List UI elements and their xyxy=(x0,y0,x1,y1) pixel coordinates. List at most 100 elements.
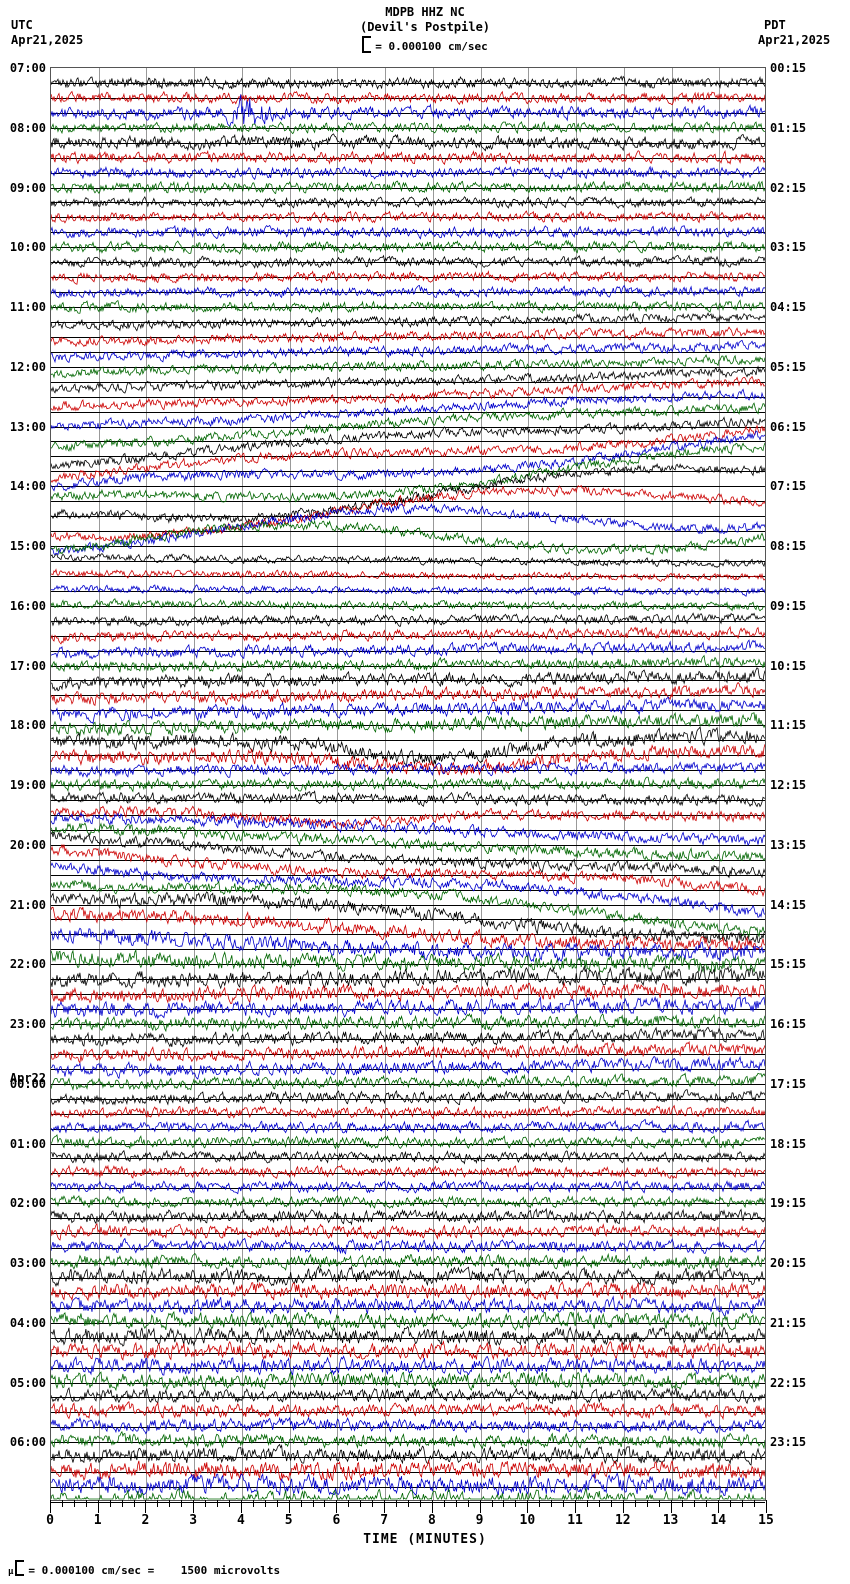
x-tick-minor xyxy=(706,1500,708,1507)
trace-baseline xyxy=(51,1009,765,1010)
trace-baseline xyxy=(51,636,765,637)
trace-baseline xyxy=(51,1114,765,1115)
x-tick-minor xyxy=(61,1500,63,1507)
gridline-minute-4 xyxy=(241,68,243,1500)
pdt-hour-label-1615: 16:15 xyxy=(770,1017,807,1031)
utc-hour-label-1700: 17:00 xyxy=(9,658,46,673)
seismogram-trace-row-67 xyxy=(51,1072,765,1091)
seismogram-trace-row-94 xyxy=(51,1472,765,1497)
seismogram-trace-row-17 xyxy=(51,326,765,348)
utc-hour-label-0600: 06:00 xyxy=(9,1435,46,1450)
x-tick-minor xyxy=(598,1500,600,1507)
x-tick-minor xyxy=(264,1500,266,1507)
seismogram-trace-row-31 xyxy=(51,519,765,556)
x-tick-minor xyxy=(85,1500,87,1507)
seismogram-trace-row-43 xyxy=(51,711,765,737)
x-axis-label-1: 1 xyxy=(93,1513,102,1528)
seismogram-trace-row-41 xyxy=(51,681,765,706)
trace-baseline xyxy=(51,755,765,756)
gridline-minute-13 xyxy=(671,68,673,1500)
utc-hour-label-0700: 07:00 xyxy=(9,61,46,75)
trace-baseline xyxy=(51,740,765,741)
trace-baseline xyxy=(51,964,765,965)
seismogram-trace-row-3 xyxy=(51,121,765,135)
trace-baseline xyxy=(51,143,765,144)
seismogram-trace-row-28 xyxy=(51,462,765,524)
utc-hour-label-0200: 02:00 xyxy=(9,1196,46,1211)
trace-baseline xyxy=(51,666,765,667)
x-axis-label-10: 10 xyxy=(519,1513,536,1528)
trace-baseline xyxy=(51,128,765,129)
x-tick-minor xyxy=(121,1500,123,1507)
x-axis-label-3: 3 xyxy=(189,1513,198,1528)
gridline-minute-11 xyxy=(576,68,578,1500)
x-tick-minor xyxy=(408,1500,409,1507)
seismogram-trace-row-20 xyxy=(51,365,765,394)
trace-baseline xyxy=(51,1338,765,1339)
x-tick-minor xyxy=(109,1500,111,1507)
x-tick-minor xyxy=(169,1500,171,1507)
x-tick-major-5 xyxy=(288,1500,290,1513)
seismogram-trace-row-5 xyxy=(51,149,765,166)
x-tick-minor xyxy=(360,1500,362,1507)
trace-baseline xyxy=(51,770,765,771)
x-tick-major-1 xyxy=(97,1500,99,1513)
gridline-minute-7 xyxy=(385,68,387,1500)
seismogram-trace-row-80 xyxy=(51,1265,765,1288)
seismogram-trace-row-59 xyxy=(51,948,765,974)
seismogram-trace-row-13 xyxy=(51,270,765,285)
x-tick-minor xyxy=(503,1500,505,1507)
seismogram-trace-row-87 xyxy=(51,1370,765,1392)
utc-hour-label-1800: 18:00 xyxy=(9,718,46,733)
x-tick-minor xyxy=(217,1500,219,1507)
seismogram-trace-row-30 xyxy=(51,503,765,556)
seismogram-traces xyxy=(51,75,765,1500)
gridline-minute-3 xyxy=(194,68,196,1500)
seismogram-trace-row-25 xyxy=(51,424,765,484)
x-tick-minor xyxy=(276,1500,278,1507)
pdt-hour-label-1915: 19:15 xyxy=(770,1196,807,1211)
utc-date-change-label: Apr22 xyxy=(9,1070,46,1085)
utc-hour-label-1600: 16:00 xyxy=(9,598,46,613)
seismogram-trace-row-15 xyxy=(51,299,765,314)
seismogram-trace-row-44 xyxy=(51,725,765,768)
trace-baseline xyxy=(51,382,765,383)
seismogram-trace-row-68 xyxy=(51,1089,765,1106)
helicorder-plot xyxy=(50,67,766,1503)
x-tick-major-6 xyxy=(336,1500,338,1513)
station-title: MDPB HHZ NC xyxy=(385,5,465,19)
utc-hour-label-1900: 19:00 xyxy=(9,778,46,792)
x-tick-minor xyxy=(754,1500,756,1507)
scale-reference: = 0.000100 cm/sec xyxy=(0,36,850,53)
pdt-hour-label-0615: 06:15 xyxy=(770,419,807,434)
x-axis-label-11: 11 xyxy=(567,1513,583,1528)
trace-baseline xyxy=(51,546,765,547)
utc-hour-label-0800: 08:00 xyxy=(9,120,46,135)
utc-hour-label-0100: 01:00 xyxy=(9,1136,46,1151)
x-tick-major-7 xyxy=(384,1500,386,1513)
pdt-hour-label-0815: 08:15 xyxy=(770,539,807,553)
x-tick-minor xyxy=(634,1500,636,1507)
seismogram-trace-row-54 xyxy=(51,862,765,918)
seismogram-trace-row-95 xyxy=(51,1487,765,1500)
seismogram-trace-row-19 xyxy=(51,354,765,379)
seismogram-trace-row-39 xyxy=(51,654,765,674)
footnote-scale-bar-icon xyxy=(15,1560,25,1576)
x-axis-label-2: 2 xyxy=(141,1513,150,1528)
trace-baseline xyxy=(51,456,765,457)
utc-hour-label-2100: 21:00 xyxy=(9,897,46,912)
pdt-hour-label-0015: 00:15 xyxy=(770,61,807,75)
utc-hour-label-2300: 23:00 xyxy=(9,1017,46,1031)
seismogram-trace-row-7 xyxy=(51,179,765,195)
seismogram-trace-row-49 xyxy=(51,805,765,830)
x-tick-minor xyxy=(252,1500,254,1507)
x-tick-minor xyxy=(324,1500,326,1507)
x-tick-major-4 xyxy=(240,1500,242,1513)
trace-baseline xyxy=(51,531,765,532)
seismogram-trace-row-90 xyxy=(51,1416,765,1435)
x-tick-minor xyxy=(646,1500,648,1507)
seismogram-trace-row-10 xyxy=(51,224,765,240)
utc-hour-label-0500: 05:00 xyxy=(9,1375,46,1390)
seismogram-trace-row-38 xyxy=(51,639,765,660)
trace-baseline xyxy=(51,516,765,517)
